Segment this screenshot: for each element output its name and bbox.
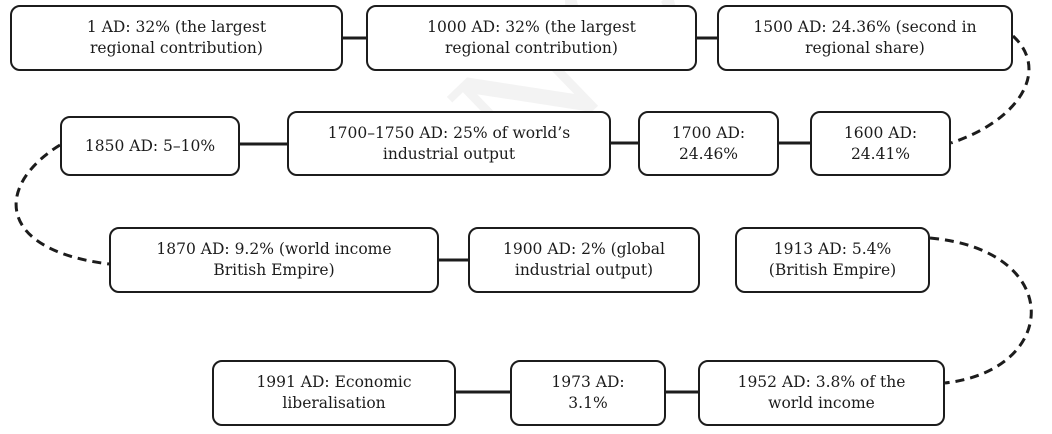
node-label: 1850 AD: 5–10% (84, 136, 216, 155)
node-label: 1500 AD: 24.36% (second in regional shar… (753, 18, 977, 57)
edge-1850ad-1870ad (14, 143, 110, 266)
node-1000-ad: 1000 AD: 32% (the largest regional contr… (366, 5, 697, 71)
node-label: 1870 AD: 9.2% (world income British Empi… (156, 240, 392, 279)
node-label: 1700 AD: 24.46% (671, 123, 746, 163)
node-1500-ad: 1500 AD: 24.36% (second in regional shar… (717, 5, 1013, 71)
node-label: 1700–1750 AD: 25% of world’s industrial … (327, 123, 571, 163)
node-1700-1750-ad: 1700–1750 AD: 25% of world’s industrial … (287, 111, 611, 176)
node-label: 1000 AD: 32% (the largest regional contr… (427, 18, 636, 57)
node-1991-ad: 1991 AD: Economic liberalisation (212, 360, 456, 426)
node-1-ad: 1 AD: 32% (the largest regional contribu… (10, 5, 343, 71)
node-1870-ad: 1870 AD: 9.2% (world income British Empi… (109, 227, 439, 293)
node-label: 1 AD: 32% (the largest regional contribu… (86, 18, 267, 57)
edge-1913ad-1952ad (929, 236, 1033, 385)
node-label: 1900 AD: 2% (global industrial output) (502, 240, 666, 279)
node-label: 1991 AD: Economic liberalisation (256, 373, 412, 412)
node-1600-ad: 1600 AD: 24.41% (810, 111, 951, 176)
node-label: 1600 AD: 24.41% (843, 123, 918, 163)
node-1850-ad: 1850 AD: 5–10% (60, 116, 240, 176)
node-1952-ad: 1952 AD: 3.8% of the world income (698, 360, 945, 426)
node-label: 1973 AD: 3.1% (551, 373, 625, 412)
node-1913-ad: 1913 AD: 5.4% (British Empire) (735, 227, 930, 293)
node-1700-ad: 1700 AD: 24.46% (638, 111, 779, 176)
edge-1500ad-1600ad (950, 34, 1031, 145)
node-1900-ad: 1900 AD: 2% (global industrial output) (468, 227, 700, 293)
node-label: 1913 AD: 5.4% (British Empire) (768, 240, 897, 279)
node-label: 1952 AD: 3.8% of the world income (737, 373, 906, 412)
node-1973-ad: 1973 AD: 3.1% (510, 360, 666, 426)
